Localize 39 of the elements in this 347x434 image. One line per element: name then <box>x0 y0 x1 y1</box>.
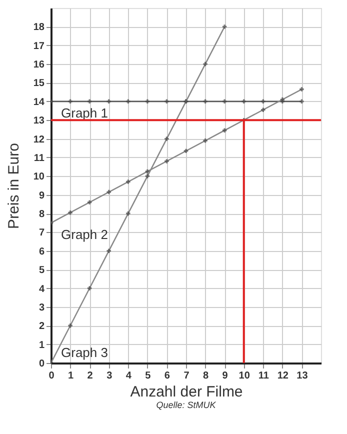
y-tick-label: 3 <box>38 302 45 314</box>
y-tick-label: 14 <box>33 96 45 108</box>
x-tick-label: 1 <box>68 370 74 382</box>
x-tick-label: 9 <box>222 370 228 382</box>
legend-label: Graph 1 <box>61 105 108 120</box>
x-tick-label: 13 <box>296 370 308 382</box>
x-axis-title: Anzahl der Filme <box>130 384 243 400</box>
legend-label: Graph 3 <box>61 345 108 360</box>
x-tick-label: 6 <box>164 370 170 382</box>
x-tick-label: 5 <box>145 370 152 382</box>
y-tick-label: 18 <box>33 22 45 34</box>
x-tick-label: 7 <box>184 370 190 382</box>
x-tick-label: 10 <box>238 370 250 382</box>
legend-label: Graph 2 <box>61 226 108 242</box>
y-tick-label: 12 <box>33 134 45 146</box>
y-tick-label: 10 <box>33 172 45 183</box>
y-tick-label: 17 <box>33 40 45 52</box>
x-tick-label: 2 <box>87 370 94 382</box>
y-tick-label: 13 <box>33 116 45 127</box>
x-tick-label: 11 <box>258 370 270 382</box>
y-tick-label: 8 <box>38 209 45 220</box>
y-axis-title: Preis in Euro <box>5 143 22 229</box>
y-tick-label: 4 <box>38 284 45 295</box>
x-tick-label: 8 <box>203 370 210 382</box>
y-tick-label: 0 <box>38 358 45 370</box>
y-tick-label: 7 <box>38 228 45 239</box>
y-tick-label: 15 <box>33 78 45 90</box>
y-tick-label: 5 <box>38 265 45 276</box>
x-tick-label: 12 <box>277 370 289 382</box>
x-tick-label: 4 <box>126 370 132 382</box>
y-tick-label: 9 <box>38 190 45 202</box>
y-tick-label: 2 <box>38 321 45 332</box>
y-tick-label: 16 <box>33 60 45 71</box>
y-tick-label: 1 <box>38 340 45 351</box>
y-tick-label: 6 <box>38 246 45 258</box>
x-tick-label: 3 <box>106 370 113 382</box>
x-tick-label: 0 <box>48 370 55 382</box>
source-note: Quelle: StMUK <box>156 400 217 410</box>
y-tick-label: 11 <box>34 152 45 164</box>
